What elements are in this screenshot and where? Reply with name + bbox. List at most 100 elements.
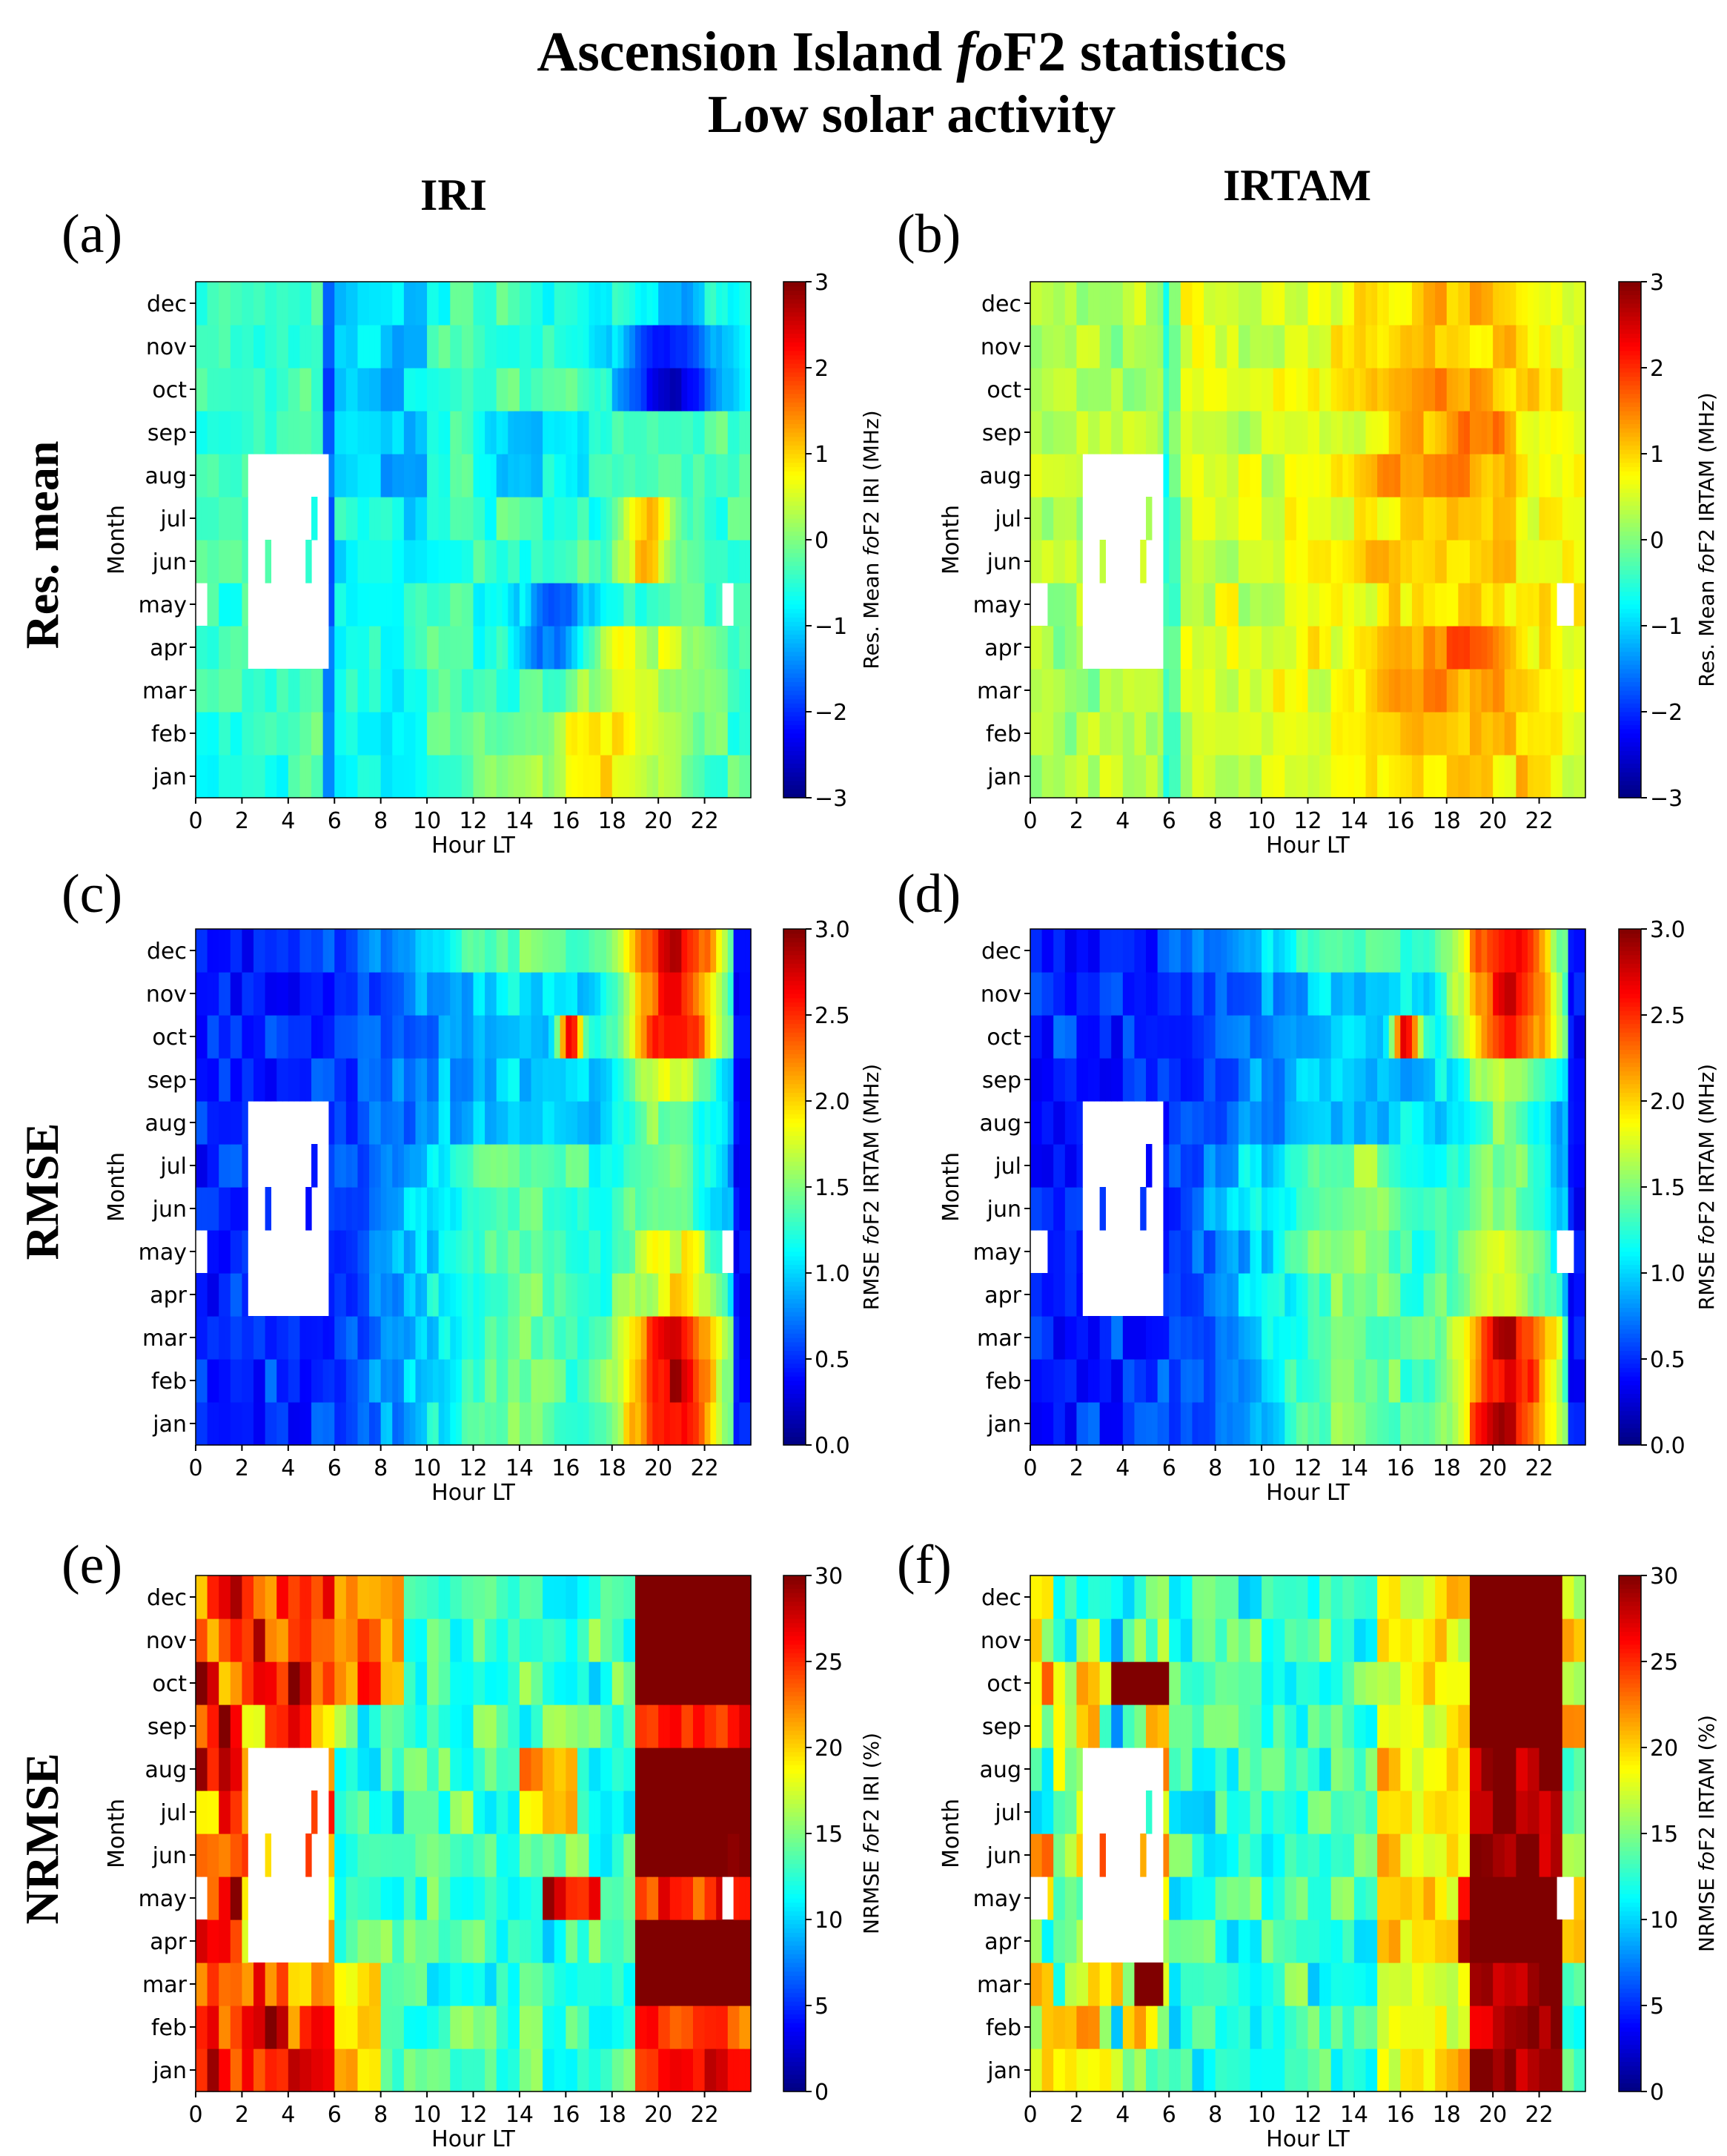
heatmap-cell (1406, 1273, 1413, 1317)
heatmap-cell (409, 583, 417, 626)
heatmap-cell (1105, 1015, 1112, 1059)
colorbar-segment (1619, 505, 1641, 510)
heatmap-cell (1504, 669, 1511, 712)
heatmap-cell (1493, 325, 1499, 368)
heatmap-cell (421, 1058, 428, 1102)
heatmap-cell (704, 540, 711, 583)
column-header-iri: IRI (420, 171, 487, 219)
heatmap-cell (1533, 1230, 1540, 1274)
heatmap-cell (1204, 1230, 1210, 1274)
heatmap-cell (1382, 1144, 1390, 1188)
heatmap-cell (369, 325, 376, 368)
heatmap-cell (1377, 282, 1384, 325)
heatmap-cell (1429, 1015, 1436, 1059)
heatmap-cell (1180, 1316, 1187, 1360)
heatmap-cell (721, 540, 729, 583)
heatmap-cell (594, 325, 601, 368)
heatmap-cell (1498, 1316, 1505, 1360)
heatmap-cell (1435, 454, 1442, 497)
colorbar-segment (1619, 772, 1641, 777)
y-tick-label: feb (151, 1369, 187, 1395)
heatmap-cell (716, 282, 723, 325)
heatmap-cell (721, 497, 729, 540)
heatmap-cell (1053, 1058, 1060, 1102)
colorbar-segment (1619, 712, 1641, 717)
heatmap-cell (1527, 712, 1534, 755)
heatmap-cell (646, 454, 653, 497)
heatmap-cell (1446, 1101, 1453, 1145)
heatmap-cell (415, 712, 422, 755)
heatmap-cell (392, 1101, 399, 1145)
heatmap-cell (1041, 1402, 1048, 1446)
heatmap-cell (1423, 368, 1430, 411)
heatmap-cell (386, 669, 393, 712)
heatmap-cell (560, 368, 566, 411)
colorbar-segment (783, 569, 806, 575)
heatmap-cell (1464, 1359, 1471, 1403)
heatmap-cell (1365, 583, 1372, 626)
colorbar-segment (783, 694, 806, 700)
heatmap-cell (236, 972, 243, 1016)
heatmap-cell (473, 368, 480, 411)
heatmap-cell (525, 1359, 532, 1403)
heatmap-cell (675, 368, 682, 411)
heatmap-cell (745, 972, 752, 1016)
heatmap-cell (716, 712, 723, 755)
heatmap-cell (1169, 1187, 1176, 1231)
heatmap-cell (1250, 540, 1256, 583)
heatmap-cell (316, 368, 324, 411)
colorbar-segment (783, 1286, 806, 1291)
heatmap-cell (525, 497, 532, 540)
heatmap-cell (1551, 411, 1557, 454)
heatmap-cell (1233, 368, 1239, 411)
heatmap-cell (1446, 1316, 1453, 1360)
heatmap-cell (1192, 368, 1199, 411)
heatmap-cell (1469, 282, 1476, 325)
heatmap-cell (213, 282, 219, 325)
heatmap-cell (334, 929, 341, 973)
heatmap-cell (1458, 583, 1465, 626)
colorbar-segment (783, 1071, 806, 1076)
heatmap-cell (438, 1316, 445, 1360)
heatmap-cell (1319, 1316, 1326, 1360)
heatmap-cell (1504, 497, 1511, 540)
colorbar-segment (783, 509, 806, 515)
heatmap-cell (663, 972, 671, 1016)
heatmap-cell (392, 929, 399, 973)
colorbar-segment (783, 1281, 806, 1286)
heatmap-cell (1157, 1316, 1164, 1360)
heatmap-cell (1290, 1101, 1297, 1145)
heatmap-cell (369, 1230, 376, 1274)
heatmap-cell (1336, 282, 1343, 325)
heatmap-cell (1093, 712, 1101, 755)
heatmap-cell (687, 626, 694, 669)
colorbar-segment (1619, 1384, 1641, 1390)
heatmap-cell (230, 583, 237, 626)
heatmap-cell (1539, 1230, 1545, 1274)
heatmap-cell (1157, 972, 1164, 1016)
heatmap-cell (213, 1359, 219, 1403)
colorbar-segment (783, 497, 806, 502)
heatmap-cell (1313, 1144, 1320, 1188)
heatmap-cell (201, 1101, 208, 1145)
heatmap-cell (1227, 712, 1233, 755)
heatmap-cell (230, 1230, 237, 1274)
heatmap-cell (363, 411, 370, 454)
heatmap-cell (1348, 583, 1355, 626)
heatmap-cell (1285, 1101, 1291, 1145)
heatmap-cell (1493, 1144, 1499, 1188)
heatmap-cell (600, 1015, 607, 1059)
heatmap-cell (1504, 626, 1511, 669)
heatmap-cell (1296, 1359, 1303, 1403)
heatmap-cell (1417, 497, 1425, 540)
heatmap-cell (543, 583, 549, 626)
heatmap-cell (473, 755, 480, 798)
heatmap-cell (1163, 411, 1170, 454)
heatmap-cell (1128, 368, 1136, 411)
heatmap-cell (514, 1402, 520, 1446)
heatmap-cell (1493, 1015, 1499, 1059)
heatmap-cell (450, 411, 457, 454)
heatmap-cell (1348, 1101, 1355, 1145)
heatmap-cell (663, 540, 671, 583)
heatmap-cell (1238, 1402, 1245, 1446)
